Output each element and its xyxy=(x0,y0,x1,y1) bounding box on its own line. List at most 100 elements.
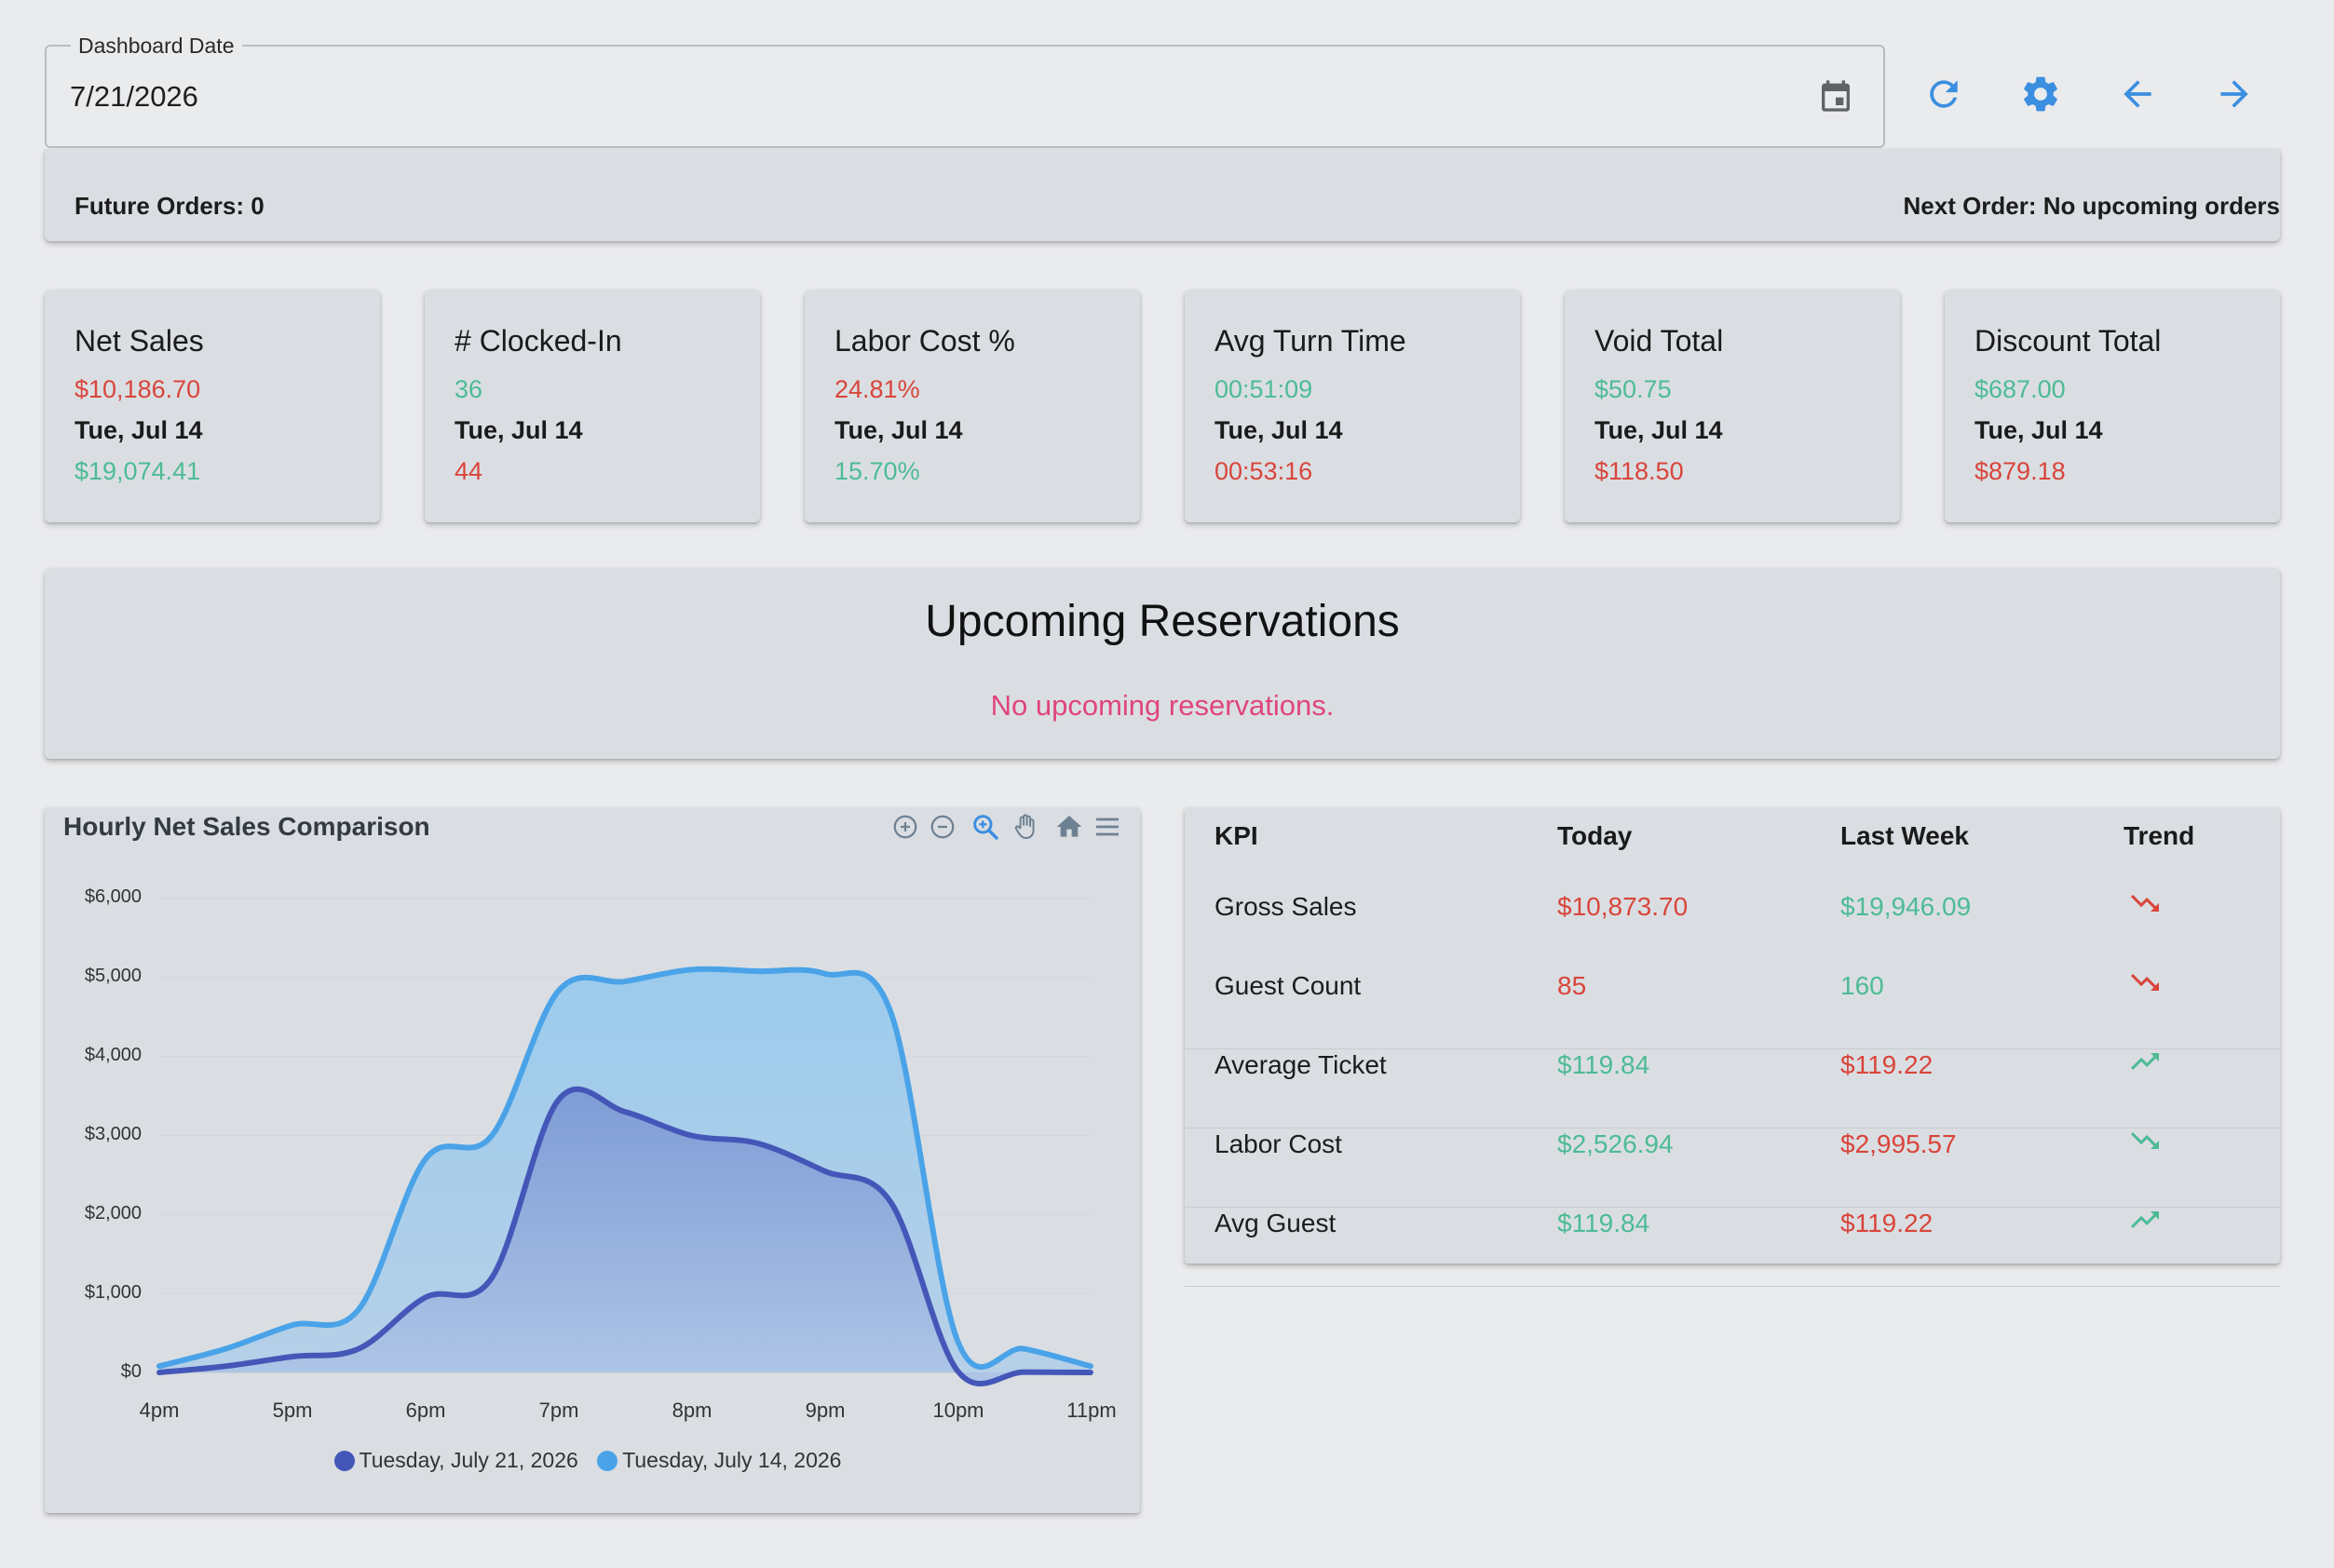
kpi-last-value: 00:53:16 xyxy=(1214,457,1313,485)
legend-label: Tuesday, July 14, 2026 xyxy=(622,1448,842,1472)
row-divider xyxy=(1185,1286,2280,1287)
zoom-in-icon[interactable] xyxy=(889,810,922,844)
arrow-right-icon[interactable] xyxy=(2202,61,2267,127)
dashboard-date-label: Dashboard Date xyxy=(71,34,242,59)
kpi-card-avg-turn-time: Avg Turn Time 00:51:09 Tue, Jul 14 00:53… xyxy=(1185,290,1520,522)
refresh-icon[interactable] xyxy=(1911,61,1976,127)
menu-icon[interactable] xyxy=(1091,810,1124,844)
legend-item-july-14[interactable]: Tuesday, July 14, 2026 xyxy=(597,1448,841,1473)
dashboard-date-input[interactable]: 7/21/2026 xyxy=(70,80,198,113)
dashboard-date-field[interactable] xyxy=(45,45,1885,148)
kpi-name: Average Ticket xyxy=(1214,1050,1387,1079)
y-tick-label: $5,000 xyxy=(84,966,142,986)
kpi-title: Void Total xyxy=(1594,324,1724,358)
kpi-compare-date: Tue, Jul 14 xyxy=(75,416,203,444)
next-order-text: Next Order: No upcoming orders xyxy=(1903,192,2281,220)
kpi-title: Discount Total xyxy=(1974,324,2162,358)
x-tick-label: 7pm xyxy=(538,1399,579,1422)
kpi-today: 85 xyxy=(1557,971,1587,1000)
y-tick-label: $1,000 xyxy=(84,1282,142,1303)
legend-dot xyxy=(597,1450,618,1471)
x-tick-label: 5pm xyxy=(272,1399,313,1422)
kpi-today: $2,526.94 xyxy=(1557,1129,1674,1158)
kpi-compare-date: Tue, Jul 14 xyxy=(455,416,583,444)
orders-bar xyxy=(45,149,2280,241)
kpi-title: Labor Cost % xyxy=(835,324,1015,358)
row-divider xyxy=(1185,1048,2280,1049)
y-tick-label: $2,000 xyxy=(84,1203,142,1223)
kpi-compare-date: Tue, Jul 14 xyxy=(1594,416,1723,444)
y-tick-label: $6,000 xyxy=(84,886,142,907)
future-orders-text: Future Orders: 0 xyxy=(75,192,265,220)
kpi-card-net-sales: Net Sales $10,186.70 Tue, Jul 14 $19,074… xyxy=(45,290,380,522)
kpi-last-week: $119.22 xyxy=(1840,1209,1934,1237)
kpi-title: Avg Turn Time xyxy=(1214,324,1406,358)
trending-down-icon xyxy=(2131,895,2159,912)
kpi-today-value: 24.81% xyxy=(835,375,920,403)
kpi-last-value: 15.70% xyxy=(835,457,920,485)
column-header-trend: Trend xyxy=(2124,821,2195,850)
kpi-title: # Clocked-In xyxy=(455,324,622,358)
chart-title: Hourly Net Sales Comparison xyxy=(63,812,430,841)
x-tick-label: 10pm xyxy=(932,1399,984,1422)
zoom-out-icon[interactable] xyxy=(926,810,959,844)
kpi-last-value: $118.50 xyxy=(1594,457,1684,485)
x-tick-label: 11pm xyxy=(1066,1399,1117,1422)
home-reset-icon[interactable] xyxy=(1052,810,1086,844)
kpi-card-labor-cost-pct: Labor Cost % 24.81% Tue, Jul 14 15.70% xyxy=(805,290,1140,522)
kpi-last-week: 160 xyxy=(1840,971,1884,1000)
trending-up-icon xyxy=(2131,1211,2159,1228)
selection-zoom-icon[interactable] xyxy=(969,810,1002,844)
y-tick-label: $4,000 xyxy=(84,1045,142,1065)
trending-down-icon xyxy=(2131,1132,2159,1149)
kpi-compare-date: Tue, Jul 14 xyxy=(835,416,963,444)
kpi-card-void-total: Void Total $50.75 Tue, Jul 14 $118.50 xyxy=(1565,290,1900,522)
kpi-name: Guest Count xyxy=(1214,971,1362,1000)
reservations-title: Upcoming Reservations xyxy=(925,597,1400,646)
x-tick-label: 9pm xyxy=(805,1399,846,1422)
series-july-21-line xyxy=(156,1086,1093,1387)
kpi-last-week: $119.22 xyxy=(1840,1050,1934,1079)
kpi-title: Net Sales xyxy=(75,324,204,358)
series-july-14-line xyxy=(156,966,1093,1370)
kpi-compare-date: Tue, Jul 14 xyxy=(1214,416,1343,444)
arrow-left-icon[interactable] xyxy=(2105,61,2170,127)
kpi-today: $119.84 xyxy=(1557,1209,1650,1237)
calendar-icon[interactable] xyxy=(1803,63,1868,128)
legend-item-july-21[interactable]: Tuesday, July 21, 2026 xyxy=(333,1448,578,1473)
x-tick-label: 8pm xyxy=(672,1399,712,1422)
kpi-last-week: $2,995.57 xyxy=(1840,1129,1957,1158)
kpi-card-clocked-in: # Clocked-In 36 Tue, Jul 14 44 xyxy=(425,290,760,522)
kpi-today-value: 00:51:09 xyxy=(1214,375,1313,403)
column-header-last-week: Last Week xyxy=(1840,821,1969,850)
chart-legend: Tuesday, July 21, 2026 Tuesday, July 14,… xyxy=(0,1448,1175,1477)
x-tick-label: 6pm xyxy=(405,1399,446,1422)
kpi-name: Labor Cost xyxy=(1214,1129,1342,1158)
kpi-today-value: $10,186.70 xyxy=(75,375,201,403)
column-header-today: Today xyxy=(1557,821,1633,850)
kpi-card-discount-total: Discount Total $687.00 Tue, Jul 14 $879.… xyxy=(1945,290,2280,522)
kpi-today: $119.84 xyxy=(1557,1050,1650,1079)
kpi-compare-date: Tue, Jul 14 xyxy=(1974,416,2103,444)
column-header-kpi: KPI xyxy=(1214,821,1258,850)
kpi-last-value: $879.18 xyxy=(1974,457,2066,485)
reservations-panel xyxy=(45,568,2280,759)
kpi-today: $10,873.70 xyxy=(1557,892,1689,921)
legend-dot xyxy=(333,1450,355,1471)
pan-hand-icon[interactable] xyxy=(1009,810,1042,844)
x-tick-label: 4pm xyxy=(139,1399,180,1422)
kpi-today-value: $50.75 xyxy=(1594,375,1672,403)
kpi-last-week: $19,946.09 xyxy=(1840,892,1972,921)
gear-icon[interactable] xyxy=(2008,61,2073,127)
trending-down-icon xyxy=(2131,974,2159,991)
series-july-21-area xyxy=(159,1088,1091,1385)
legend-label: Tuesday, July 21, 2026 xyxy=(359,1448,578,1472)
y-tick-label: $3,000 xyxy=(84,1124,142,1144)
kpi-last-value: 44 xyxy=(455,457,483,485)
reservations-empty-message: No upcoming reservations. xyxy=(990,689,1335,722)
kpi-name: Gross Sales xyxy=(1214,892,1357,921)
kpi-comparison-table xyxy=(1185,807,2280,1264)
kpi-last-value: $19,074.41 xyxy=(75,457,201,485)
kpi-today-value: 36 xyxy=(455,375,483,403)
